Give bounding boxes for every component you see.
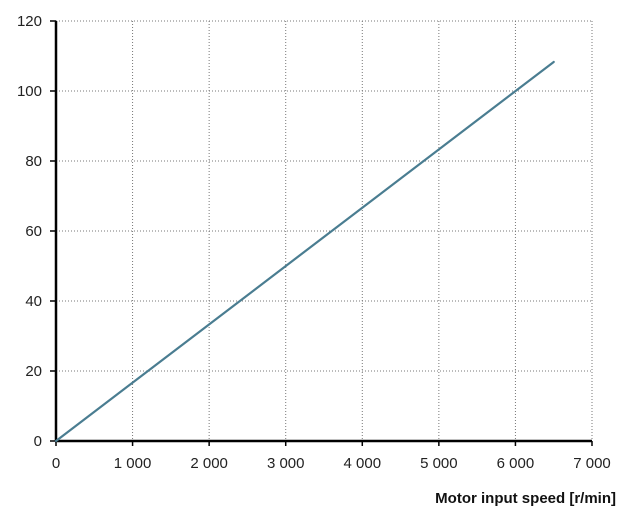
y-tick-label: 60 [25,223,42,240]
tick-labels: 0 1 000 2 000 3 000 4 000 5 000 6 000 7 000 0 20 4… [17,13,611,472]
axes [50,20,593,446]
x-tick-label: 6 000 [497,455,535,472]
y-tick-label: 20 [25,363,42,380]
y-tick-label: 120 [17,13,42,30]
series-group [54,60,555,443]
y-tick-label: 80 [25,153,42,170]
x-tick-label: 4 000 [344,455,382,472]
x-tick-label: 5 000 [420,455,458,472]
series-line [54,60,555,443]
y-tick-label: 40 [25,293,42,310]
x-axis-title: Motor input speed [r/min] [435,490,616,507]
x-tick-label: 2 000 [190,455,228,472]
y-tick-label: 0 [34,433,42,450]
y-tick-label: 100 [17,83,42,100]
x-tick-label: 3 000 [267,455,305,472]
grid-lines [56,20,593,441]
x-tick-label: 7 000 [573,455,611,472]
x-tick-label: 0 [52,455,60,472]
x-tick-label: 1 000 [114,455,152,472]
